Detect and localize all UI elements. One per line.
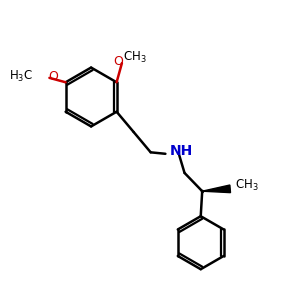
Text: NH: NH [170, 144, 193, 158]
Text: CH$_3$: CH$_3$ [123, 50, 147, 65]
Text: O: O [113, 55, 123, 68]
Text: O: O [48, 70, 58, 83]
Polygon shape [202, 185, 230, 193]
Text: CH$_3$: CH$_3$ [235, 178, 258, 194]
Text: H$_3$C: H$_3$C [9, 69, 33, 84]
